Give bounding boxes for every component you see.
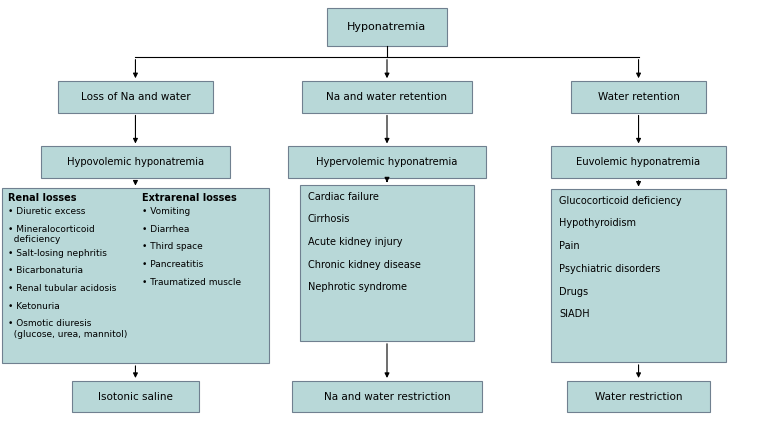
- Text: • Ketonuria: • Ketonuria: [9, 301, 60, 311]
- FancyBboxPatch shape: [327, 8, 447, 46]
- Text: Hypothyroidism: Hypothyroidism: [559, 218, 636, 229]
- Text: • Pancreatitis: • Pancreatitis: [142, 260, 203, 269]
- Text: • Renal tubular acidosis: • Renal tubular acidosis: [9, 284, 117, 293]
- Text: • Diuretic excess: • Diuretic excess: [9, 207, 85, 216]
- Text: Water retention: Water retention: [598, 92, 680, 102]
- FancyBboxPatch shape: [567, 381, 711, 413]
- FancyBboxPatch shape: [300, 185, 474, 341]
- Text: Na and water retention: Na and water retention: [327, 92, 447, 102]
- Text: Extrarenal losses: Extrarenal losses: [142, 194, 236, 203]
- Text: Cardiac failure: Cardiac failure: [308, 192, 378, 202]
- FancyBboxPatch shape: [293, 381, 481, 413]
- Text: • Traumatized muscle: • Traumatized muscle: [142, 278, 241, 287]
- FancyBboxPatch shape: [551, 189, 725, 362]
- FancyBboxPatch shape: [2, 189, 269, 363]
- Text: Water restriction: Water restriction: [594, 392, 683, 402]
- Text: Loss of Na and water: Loss of Na and water: [80, 92, 190, 102]
- FancyBboxPatch shape: [570, 81, 706, 112]
- Text: Chronic kidney disease: Chronic kidney disease: [308, 260, 420, 270]
- Text: Euvolemic hyponatremia: Euvolemic hyponatremia: [577, 157, 700, 167]
- FancyBboxPatch shape: [40, 147, 231, 178]
- Text: • Salt-losing nephritis: • Salt-losing nephritis: [9, 248, 107, 258]
- Text: Pain: Pain: [559, 241, 580, 251]
- Text: Nephrotic syndrome: Nephrotic syndrome: [308, 282, 406, 293]
- Text: • Mineralocorticoid
  deficiency: • Mineralocorticoid deficiency: [9, 225, 95, 244]
- Text: • Third space: • Third space: [142, 242, 202, 251]
- FancyBboxPatch shape: [302, 81, 472, 112]
- Text: Hyponatremia: Hyponatremia: [348, 22, 426, 32]
- Text: Acute kidney injury: Acute kidney injury: [308, 237, 402, 247]
- Text: Psychiatric disorders: Psychiatric disorders: [559, 264, 660, 274]
- Text: • Osmotic diuresis
  (glucose, urea, mannitol): • Osmotic diuresis (glucose, urea, manni…: [9, 319, 128, 339]
- Text: Cirrhosis: Cirrhosis: [308, 214, 350, 224]
- Text: Hypervolemic hyponatremia: Hypervolemic hyponatremia: [317, 157, 457, 167]
- FancyBboxPatch shape: [58, 81, 213, 112]
- FancyBboxPatch shape: [71, 381, 200, 413]
- Text: Isotonic saline: Isotonic saline: [98, 392, 173, 402]
- Text: Renal losses: Renal losses: [9, 194, 77, 203]
- Text: Hypovolemic hyponatremia: Hypovolemic hyponatremia: [67, 157, 204, 167]
- FancyBboxPatch shape: [288, 147, 486, 178]
- Text: Na and water restriction: Na and water restriction: [324, 392, 450, 402]
- Text: Glucocorticoid deficiency: Glucocorticoid deficiency: [559, 196, 682, 206]
- Text: SIADH: SIADH: [559, 309, 590, 320]
- FancyBboxPatch shape: [551, 147, 725, 178]
- Text: • Diarrhea: • Diarrhea: [142, 225, 189, 234]
- Text: • Vomiting: • Vomiting: [142, 207, 190, 216]
- Text: • Bicarbonaturia: • Bicarbonaturia: [9, 266, 83, 275]
- Text: Drugs: Drugs: [559, 287, 588, 297]
